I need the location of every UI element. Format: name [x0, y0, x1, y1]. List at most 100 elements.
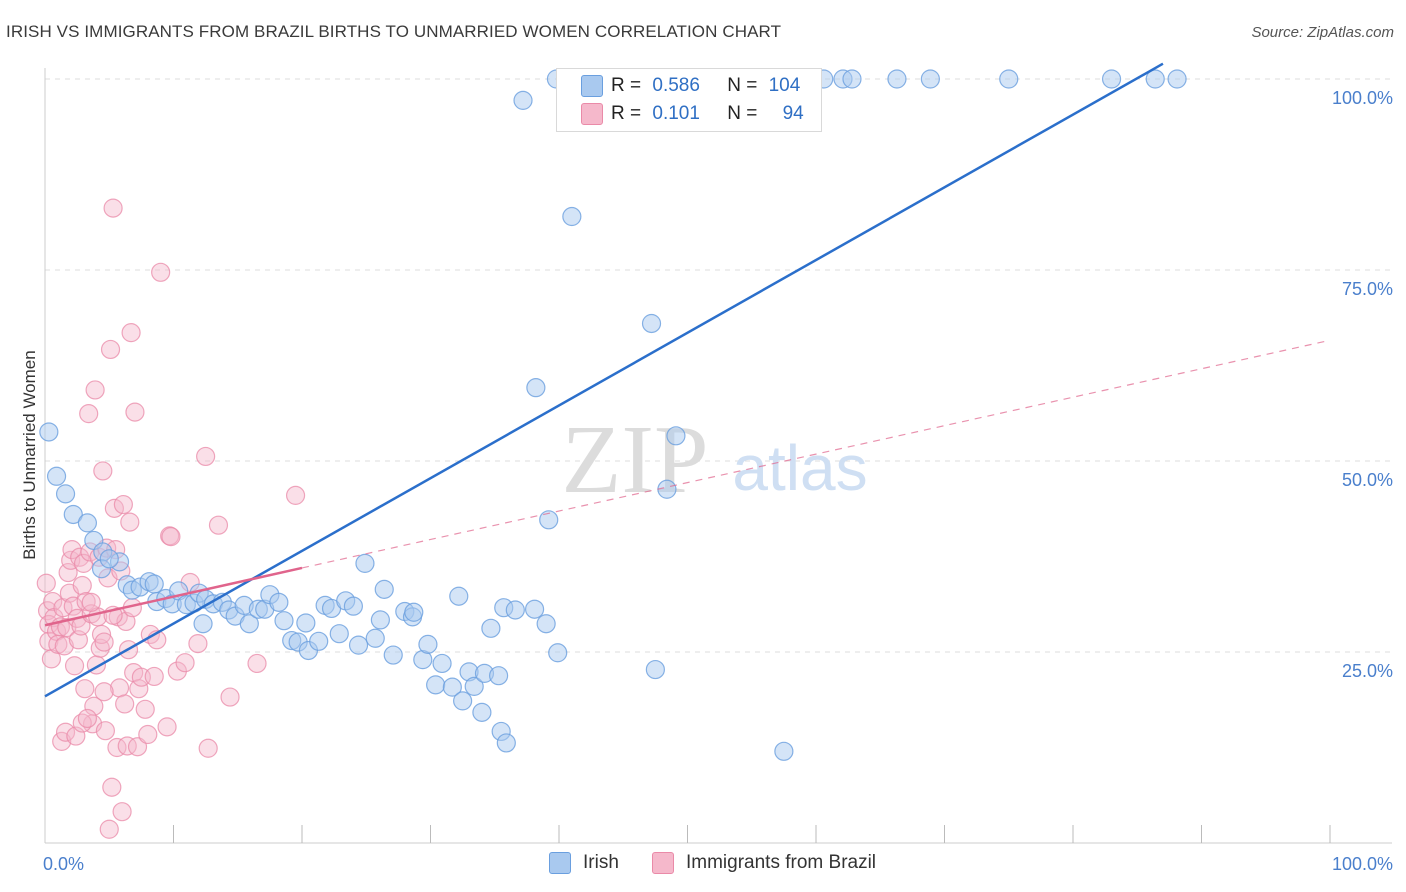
irish-point — [63, 504, 83, 525]
brazil-point — [94, 632, 114, 652]
irish-point — [999, 69, 1019, 89]
irish-point — [348, 635, 369, 655]
brazil-point — [151, 262, 171, 282]
legend-text-brazil: R = 0.101 N = 94 — [611, 103, 804, 125]
series-swatch-brazil — [652, 852, 674, 874]
irish-point — [472, 702, 492, 722]
irish-point — [39, 422, 59, 442]
x-tick-label-right: 100.0% — [1332, 854, 1393, 874]
irish-point — [505, 600, 525, 620]
watermark: ZIP atlas — [562, 406, 868, 514]
irish-point — [524, 599, 545, 619]
source-label: Source: ZipAtlas.com — [1251, 24, 1394, 41]
brazil-point — [157, 717, 177, 737]
legend-r-value-brazil: 0.101 — [652, 103, 700, 124]
brazil-point — [64, 656, 85, 676]
watermark-zip: ZIP — [562, 406, 709, 514]
irish-point — [269, 592, 289, 612]
brazil-point — [107, 737, 127, 758]
irish-point — [489, 666, 509, 686]
brazil-point — [102, 777, 122, 797]
irish-point — [99, 549, 119, 569]
irish-point — [657, 479, 677, 499]
y-tick-label: 100.0% — [1332, 88, 1393, 108]
series-legend-irish[interactable]: Irish — [549, 852, 619, 874]
brazil-point — [93, 461, 113, 481]
brazil-point — [160, 526, 180, 546]
brazil-point — [91, 624, 112, 645]
brazil-point — [79, 404, 99, 424]
brazil-point — [285, 485, 306, 505]
brazil-point — [208, 515, 229, 535]
series-legend-brazil[interactable]: Immigrants from Brazil — [652, 852, 876, 874]
irish-point — [55, 484, 76, 504]
brazil-point — [72, 575, 92, 596]
irish-point — [774, 741, 794, 761]
watermark-atlas: atlas — [732, 432, 867, 504]
brazil-point — [144, 666, 164, 687]
brazil-trend-line — [44, 566, 303, 627]
brazil-point — [84, 696, 104, 716]
legend-r-label: R = — [611, 103, 642, 124]
brazil-point — [198, 738, 218, 758]
brazil-point — [121, 323, 141, 343]
irish-point — [1167, 69, 1187, 89]
irish-point — [449, 586, 469, 606]
brazil-point — [103, 198, 123, 218]
brazil-point — [55, 722, 76, 742]
brazil-point — [138, 724, 158, 745]
irish-point — [526, 378, 546, 398]
irish-point — [193, 614, 213, 634]
brazil-point — [100, 339, 121, 360]
brazil-point — [75, 679, 95, 699]
irish-point — [383, 645, 403, 665]
irish-point — [666, 426, 686, 446]
brazil-point — [247, 653, 267, 674]
brazil-point — [77, 708, 98, 729]
irish-point — [641, 313, 662, 334]
irish-point — [418, 634, 438, 654]
irish-point — [144, 574, 164, 594]
gridlines — [45, 78, 1392, 653]
brazil-point — [175, 653, 195, 673]
brazil-point — [196, 446, 216, 467]
irish-point — [536, 614, 556, 634]
irish-point — [404, 602, 424, 622]
irish-points — [39, 69, 1187, 761]
brazil-point — [36, 573, 56, 593]
y-tick-label: 50.0% — [1342, 470, 1393, 490]
tick-labels: 100.0% 75.0% 50.0% 25.0% 0.0% 100.0% — [43, 88, 1393, 874]
brazil-point — [58, 562, 78, 583]
irish-point — [365, 628, 385, 648]
series-label-irish: Irish — [583, 852, 619, 873]
irish-point — [355, 553, 375, 573]
irish-point — [645, 659, 665, 680]
brazil-point — [188, 633, 208, 654]
legend-n-label: N = — [727, 103, 758, 124]
brazil-point — [129, 679, 149, 699]
brazil-point — [99, 819, 119, 839]
irish-point — [496, 733, 516, 753]
axes — [44, 68, 1392, 844]
brazil-point — [63, 596, 83, 616]
irish-point — [296, 613, 316, 633]
irish-point — [842, 69, 862, 89]
brazil-trend-extension — [301, 339, 1331, 569]
x-tick-label-left: 0.0% — [43, 854, 84, 874]
legend-swatch-brazil — [581, 103, 603, 125]
brazil-point — [54, 636, 74, 656]
irish-point — [481, 618, 501, 638]
legend-swatch-irish — [581, 75, 603, 97]
irish-point — [464, 676, 484, 696]
brazil-point — [113, 494, 133, 515]
y-tick-label: 75.0% — [1342, 279, 1393, 299]
brazil-point — [95, 721, 115, 741]
irish-point — [539, 510, 559, 530]
irish-trend-line — [44, 62, 1164, 698]
irish-point — [309, 631, 329, 651]
irish-point — [46, 466, 67, 486]
irish-point — [548, 643, 568, 663]
legend-r-value-irish: 0.586 — [652, 75, 700, 96]
irish-point — [432, 653, 452, 674]
brazil-point — [76, 591, 96, 612]
